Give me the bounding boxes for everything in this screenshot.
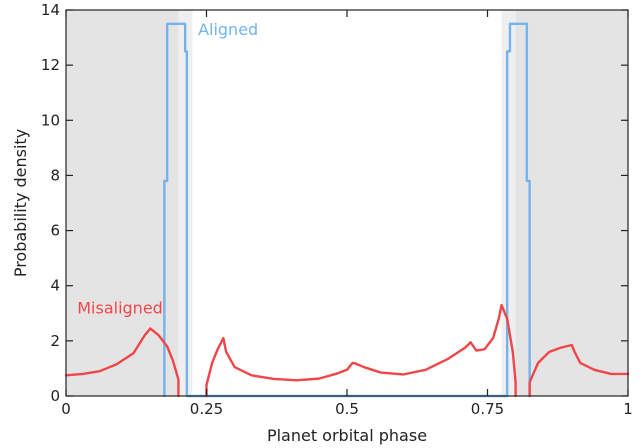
- shaded-region-2: [501, 10, 516, 396]
- series-labels: Aligned Misaligned: [77, 20, 258, 317]
- y-tick-label: 14: [41, 1, 60, 19]
- y-tick-label: 12: [41, 56, 60, 74]
- shaded-region-1: [178, 10, 193, 396]
- x-tick-label: 0: [61, 400, 71, 418]
- series-label-aligned: Aligned: [198, 20, 258, 39]
- y-tick-label: 4: [50, 277, 60, 295]
- x-tick-label: 0.75: [471, 400, 504, 418]
- series-line-aligned: [163, 22, 531, 398]
- y-tick-label: 8: [50, 166, 60, 184]
- y-tick-label: 6: [50, 222, 60, 240]
- shaded-regions: [66, 10, 628, 396]
- series-label-misaligned: Misaligned: [77, 298, 163, 317]
- shaded-region-0: [66, 10, 179, 396]
- x-tick-label: 0.5: [335, 400, 359, 418]
- x-tick-label: 1: [623, 400, 633, 418]
- y-axis-title: Probability density: [11, 129, 30, 277]
- x-axis-title: Planet orbital phase: [267, 426, 427, 445]
- y-tick-label: 0: [50, 387, 60, 405]
- y-tick-label: 10: [41, 111, 60, 129]
- x-tick-label: 0.25: [190, 400, 223, 418]
- y-tick-label: 2: [50, 332, 60, 350]
- shaded-region-3: [515, 10, 628, 396]
- series-line-misaligned: [64, 303, 630, 398]
